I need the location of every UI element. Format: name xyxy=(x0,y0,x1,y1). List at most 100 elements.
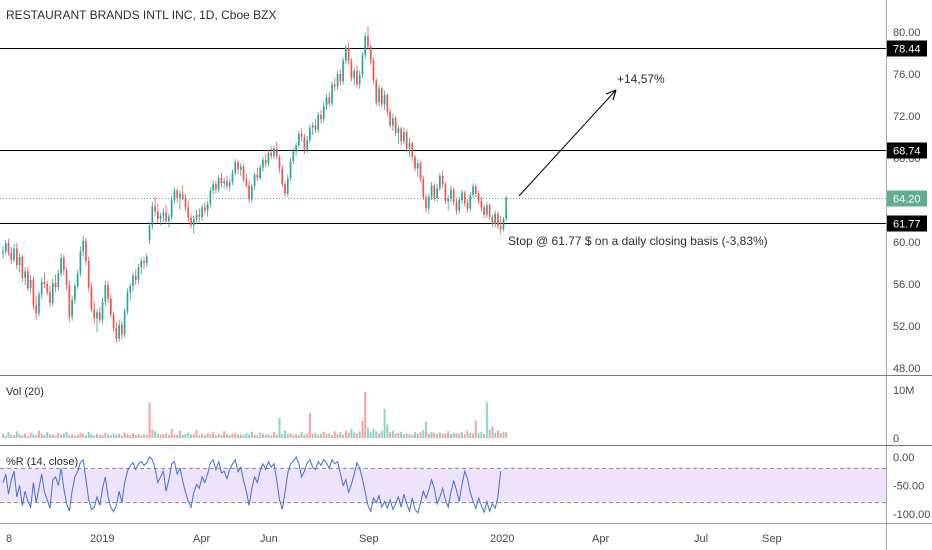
candle-body xyxy=(215,184,217,190)
candle-body xyxy=(43,281,46,284)
candle-body xyxy=(350,61,353,79)
volume-bar xyxy=(112,433,115,438)
volume-bar xyxy=(173,434,176,438)
volume-bar xyxy=(270,435,273,438)
volume-bar xyxy=(96,433,99,438)
volume-bar xyxy=(314,432,317,438)
volume-bar xyxy=(386,424,389,438)
volume-bar xyxy=(472,433,475,438)
candle-body xyxy=(364,36,367,56)
candle-body xyxy=(491,216,494,225)
volume-bar xyxy=(234,432,237,438)
volume-bar xyxy=(458,433,461,438)
candle-body xyxy=(137,267,140,280)
volume-bar xyxy=(35,435,38,438)
candle-body xyxy=(392,118,394,126)
time-axis-tick: Jul xyxy=(694,533,708,545)
volume-bar xyxy=(502,431,505,438)
candle-body xyxy=(298,133,300,146)
candle-body xyxy=(154,206,156,212)
candle-body xyxy=(187,207,190,218)
candle-body xyxy=(4,243,7,252)
candle-body xyxy=(35,305,38,314)
volume-bar xyxy=(225,434,228,438)
wr-axis-tick: -50.00 xyxy=(893,481,924,493)
candle-body xyxy=(107,285,109,299)
volume-bar xyxy=(391,430,394,438)
candle-body xyxy=(419,163,422,179)
volume-bar xyxy=(297,435,300,438)
volume-bar xyxy=(364,391,367,438)
candle-body xyxy=(239,166,242,170)
candle-body xyxy=(347,47,350,62)
candle-body xyxy=(93,309,96,319)
candle-body xyxy=(472,186,474,195)
volume-bar xyxy=(441,433,444,438)
candle-body xyxy=(2,251,4,254)
volume-bar xyxy=(62,433,65,438)
candle-body xyxy=(220,177,223,184)
candle-body xyxy=(10,252,13,260)
volume-bar xyxy=(322,431,325,438)
chart-title: RESTAURANT BRANDS INTL INC, 1D, Cboe BZX xyxy=(6,8,277,22)
last-price-badge-label: 64.20 xyxy=(893,194,921,206)
candle-body xyxy=(450,189,452,199)
volume-bar xyxy=(159,434,162,438)
target-annotation: +14,57% xyxy=(617,72,665,86)
volume-bar xyxy=(65,431,68,438)
candle-body xyxy=(369,46,372,61)
candle-body xyxy=(400,128,403,142)
candle-body xyxy=(339,74,342,82)
candle-body xyxy=(463,192,466,204)
candle-body xyxy=(444,184,447,202)
candle-body xyxy=(383,95,386,105)
volume-bar xyxy=(284,430,287,438)
candle-body xyxy=(96,312,98,319)
time-axis-tick: 2019 xyxy=(90,533,114,545)
candle-body xyxy=(267,152,270,164)
candle-body xyxy=(389,111,391,126)
candle-body xyxy=(414,156,416,169)
volume-bar xyxy=(358,431,361,438)
time-axis-tick: Sep xyxy=(359,533,379,545)
candle-body xyxy=(281,168,284,185)
volume-bar xyxy=(347,432,350,438)
candle-body xyxy=(292,151,295,162)
time-axis-tick: Sep xyxy=(762,533,782,545)
volume-bar xyxy=(217,433,220,438)
candle-body xyxy=(325,97,328,106)
candle-body xyxy=(486,205,488,215)
candle-body xyxy=(455,202,458,211)
volume-bar xyxy=(162,434,165,438)
volume-bar xyxy=(107,434,110,438)
candle-body xyxy=(98,312,101,320)
candle-body xyxy=(408,143,411,149)
candle-body xyxy=(416,163,419,169)
volume-bar xyxy=(355,433,358,438)
candle-body xyxy=(242,166,245,179)
candle-body xyxy=(264,160,267,164)
volume-bar xyxy=(2,433,4,438)
time-axis-tick: Apr xyxy=(193,533,210,545)
candle-body xyxy=(168,216,170,221)
candle-body xyxy=(71,299,73,317)
volume-bar xyxy=(488,429,491,438)
volume-bar xyxy=(203,434,206,438)
volume-bar xyxy=(54,435,57,438)
volume-bar xyxy=(292,434,295,438)
volume-bar xyxy=(18,434,21,438)
volume-bar xyxy=(449,434,452,438)
candle-body xyxy=(115,328,118,339)
candle-body xyxy=(336,74,339,87)
candle-body xyxy=(223,181,226,184)
level-badge-label: 78.44 xyxy=(893,44,921,56)
candle-body xyxy=(502,218,505,230)
candle-body xyxy=(234,162,237,173)
candle-body xyxy=(90,287,93,310)
candle-body xyxy=(499,226,502,230)
candle-body xyxy=(49,292,51,303)
candle-body xyxy=(452,189,455,203)
volume-bar xyxy=(120,435,123,438)
candle-body xyxy=(262,160,264,168)
